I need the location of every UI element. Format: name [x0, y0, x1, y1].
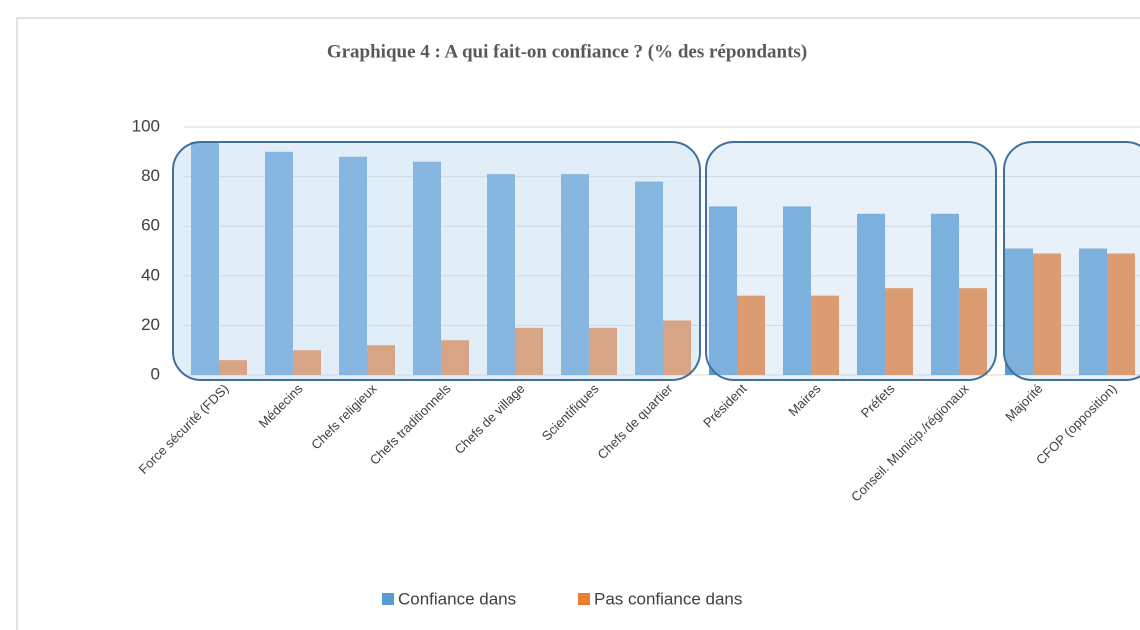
bar: [709, 206, 737, 375]
x-tick-label: Chefs religieux: [308, 381, 380, 453]
legend-swatch: [578, 593, 590, 605]
bar: [367, 345, 395, 375]
x-tick-label: CFOP (opposition): [1033, 381, 1120, 468]
bar: [959, 288, 987, 375]
bar: [663, 320, 691, 375]
group-box: [705, 141, 997, 381]
group-boxes: [172, 141, 1140, 381]
bar: [441, 340, 469, 375]
bar: [265, 151, 293, 375]
bar: [737, 295, 765, 375]
chart-title: Graphique 4 : A qui fait-on confiance ? …: [327, 41, 807, 62]
legend-label: Confiance dans: [398, 589, 516, 608]
x-tick-label: Chefs de village: [452, 381, 528, 457]
bar: [487, 174, 515, 375]
y-tick-label: 40: [141, 265, 160, 284]
y-tick-label: 80: [141, 166, 160, 185]
y-tick-label: 60: [141, 216, 160, 235]
bar: [589, 327, 617, 375]
x-tick-label: Force sécurité (FDS): [136, 381, 232, 477]
bars: [191, 141, 1135, 375]
bar: [413, 161, 441, 375]
bar: [1033, 253, 1061, 375]
x-tick-label: Chefs de quartier: [594, 380, 676, 462]
x-tick-label: Majorité: [1002, 381, 1045, 424]
bar: [635, 181, 663, 375]
x-tick-label: Préfets: [858, 381, 898, 421]
x-tick-label: Médecins: [256, 381, 306, 431]
bar: [515, 327, 543, 375]
bar: [219, 360, 247, 375]
group-box: [1003, 141, 1140, 381]
bar: [1005, 248, 1033, 375]
bar: [811, 295, 839, 375]
legend-label: Pas confiance dans: [594, 589, 742, 608]
x-tick-label: Maires: [785, 381, 824, 420]
bar: [1107, 253, 1135, 375]
x-tick-label: Conseil. Municip./régionaux: [848, 381, 972, 505]
y-tick-label: 20: [141, 315, 160, 334]
x-tick-label: Scientifiques: [539, 381, 602, 444]
y-tick-label: 0: [151, 364, 160, 383]
bar: [191, 141, 219, 375]
x-tick-label: Chefs traditionnels: [367, 381, 454, 468]
bar: [885, 288, 913, 375]
legend-swatch: [382, 593, 394, 605]
bar: [561, 174, 589, 375]
y-tick-label: 100: [132, 116, 160, 135]
bar: [1079, 248, 1107, 375]
frame: [16, 17, 1140, 630]
bar: [857, 213, 885, 375]
group-box: [172, 141, 701, 381]
bar: [339, 156, 367, 375]
bar: [293, 350, 321, 375]
bar: [931, 213, 959, 375]
bar: [783, 206, 811, 375]
x-tick-label: Président: [700, 381, 750, 431]
